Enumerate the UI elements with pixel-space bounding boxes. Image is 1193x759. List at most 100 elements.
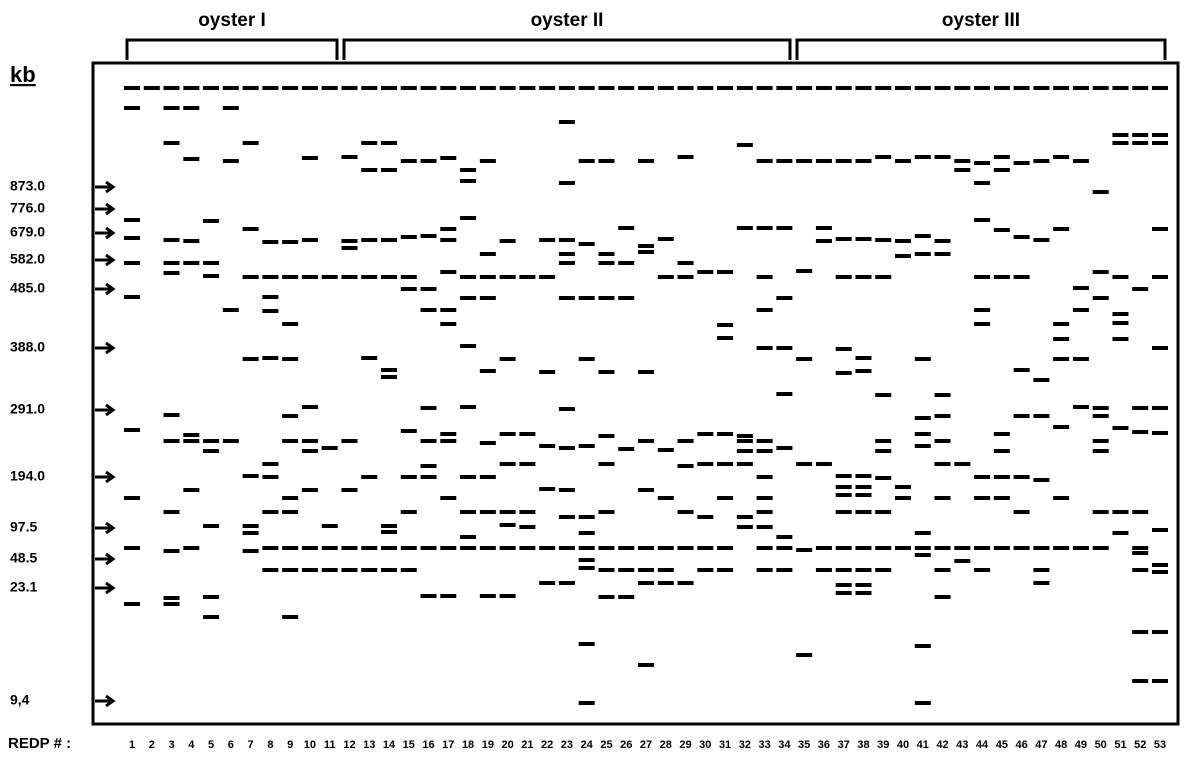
band	[757, 308, 773, 312]
band	[1152, 406, 1168, 410]
band	[994, 475, 1010, 479]
lane-number: 31	[719, 739, 731, 751]
band	[638, 488, 654, 492]
lane-number: 33	[758, 739, 770, 751]
band	[875, 393, 891, 397]
band	[737, 143, 753, 147]
band	[381, 568, 397, 572]
band	[737, 226, 753, 230]
band	[796, 269, 812, 273]
band	[460, 296, 476, 300]
band	[1073, 405, 1089, 409]
band	[361, 275, 377, 279]
band	[658, 496, 674, 500]
band	[1093, 86, 1109, 90]
band	[915, 416, 931, 420]
band	[164, 439, 180, 443]
band	[915, 444, 931, 448]
band	[440, 496, 456, 500]
band	[262, 356, 278, 360]
band	[915, 701, 931, 705]
band	[262, 546, 278, 550]
band	[875, 568, 891, 572]
band	[974, 322, 990, 326]
lane-number: 23	[561, 739, 573, 751]
band	[1014, 235, 1030, 239]
band	[757, 525, 773, 529]
band	[1093, 449, 1109, 453]
band	[440, 308, 456, 312]
band	[598, 370, 614, 374]
band	[203, 615, 219, 619]
band	[282, 496, 298, 500]
band	[1014, 161, 1030, 165]
band	[994, 432, 1010, 436]
band	[579, 546, 595, 550]
band	[421, 439, 437, 443]
band	[1152, 133, 1168, 137]
band	[421, 594, 437, 598]
lane-number: 40	[897, 739, 909, 751]
lane-number: 29	[679, 739, 691, 751]
band	[776, 535, 792, 539]
band	[460, 275, 476, 279]
band	[262, 309, 278, 313]
band	[460, 216, 476, 220]
band	[935, 546, 951, 550]
band	[776, 568, 792, 572]
band	[1053, 546, 1069, 550]
band	[1152, 275, 1168, 279]
band	[1112, 510, 1128, 514]
marker-arrow	[95, 255, 113, 265]
band	[658, 581, 674, 585]
band	[302, 405, 318, 409]
band	[1073, 286, 1089, 290]
band	[519, 462, 535, 466]
lane-number: 46	[1015, 739, 1027, 751]
band	[243, 549, 259, 553]
band	[875, 155, 891, 159]
band	[895, 254, 911, 258]
band	[638, 244, 654, 248]
band	[579, 296, 595, 300]
marker-label: 48.5	[10, 550, 37, 566]
band	[935, 462, 951, 466]
lane-number: 52	[1134, 739, 1146, 751]
band	[440, 86, 456, 90]
band	[519, 525, 535, 529]
band	[678, 86, 694, 90]
lane-number: 11	[324, 739, 336, 751]
band	[697, 515, 713, 519]
band	[796, 548, 812, 552]
band	[638, 439, 654, 443]
band	[1033, 378, 1049, 382]
band	[1132, 510, 1148, 514]
band	[1112, 141, 1128, 145]
band	[994, 168, 1010, 172]
band	[401, 568, 417, 572]
band	[421, 475, 437, 479]
band	[1014, 475, 1030, 479]
band	[796, 462, 812, 466]
lane-number: 19	[482, 739, 494, 751]
marker-arrow	[95, 696, 113, 706]
lane-number: 1	[129, 739, 135, 751]
band	[460, 405, 476, 409]
band	[401, 475, 417, 479]
band	[678, 546, 694, 550]
band	[875, 449, 891, 453]
band	[618, 226, 634, 230]
band	[737, 86, 753, 90]
band	[836, 275, 852, 279]
band	[836, 485, 852, 489]
band	[1014, 275, 1030, 279]
marker-arrow	[95, 405, 113, 415]
band	[183, 439, 199, 443]
lane-number: 28	[660, 739, 672, 751]
band	[579, 357, 595, 361]
band	[757, 496, 773, 500]
marker-arrow	[95, 284, 113, 294]
band	[1053, 227, 1069, 231]
band	[1014, 368, 1030, 372]
band	[559, 252, 575, 256]
